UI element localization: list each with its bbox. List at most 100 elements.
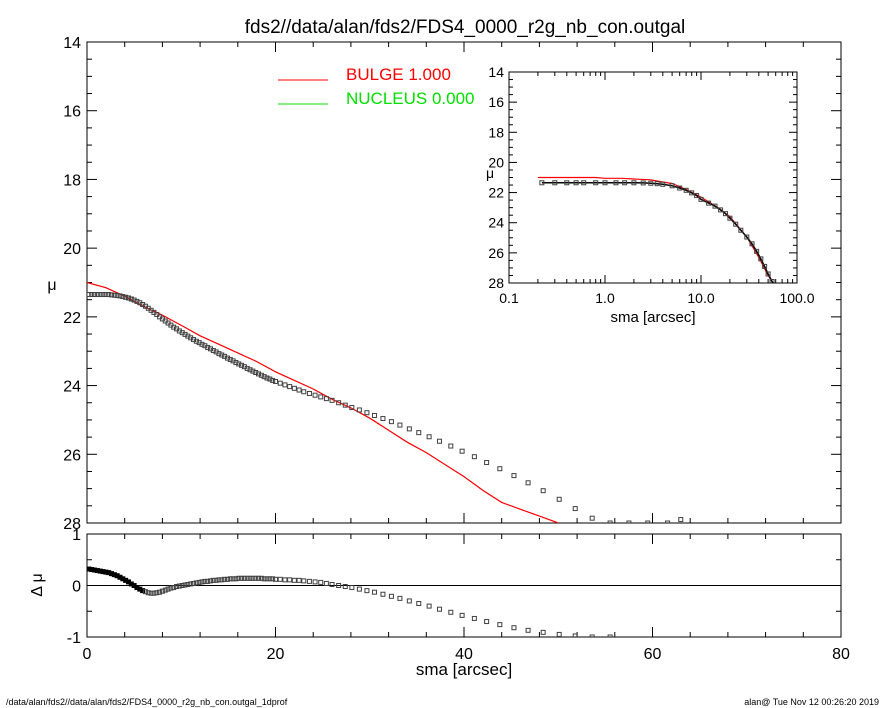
residual-point xyxy=(572,633,578,637)
residual-point xyxy=(282,577,288,583)
data-point xyxy=(224,355,230,361)
data-point xyxy=(210,348,216,354)
residual-y-tick-label: -1 xyxy=(67,630,81,647)
inset-data-point xyxy=(669,183,675,189)
inset-data-point xyxy=(581,180,587,186)
residual-point xyxy=(540,629,546,635)
inset-x-tick-label: 1.0 xyxy=(595,290,615,306)
residual-x-tick-label: 0 xyxy=(83,646,92,663)
residual-point xyxy=(416,601,422,607)
data-point xyxy=(92,292,98,298)
residual-point xyxy=(159,588,165,594)
inset-data-point xyxy=(660,181,666,187)
data-point xyxy=(380,416,386,422)
residual-point xyxy=(525,627,531,633)
inset-data-point xyxy=(758,256,764,262)
residual-x-axis-label: sma [arcsec] xyxy=(416,660,512,679)
inset-x-tick-label: 10.0 xyxy=(687,290,714,306)
residual-point xyxy=(205,578,211,584)
residual-point xyxy=(296,577,302,583)
data-point xyxy=(114,293,120,299)
residual-point xyxy=(224,576,230,582)
data-point xyxy=(264,375,270,381)
data-point xyxy=(318,394,324,400)
residual-point xyxy=(202,578,208,584)
data-point xyxy=(134,298,140,304)
data-point xyxy=(301,389,307,395)
residual-point xyxy=(267,576,273,582)
main-y-tick-label: 18 xyxy=(63,172,81,189)
residual-point xyxy=(270,576,276,582)
data-point xyxy=(239,362,245,368)
main-axis-ticks xyxy=(86,41,842,524)
residual-point xyxy=(210,577,216,583)
legend-bulge-label: BULGE 1.000 xyxy=(346,65,451,84)
main-y-axis-label: μ xyxy=(47,277,56,294)
inset-data-point xyxy=(727,215,733,221)
inset-y-tick-label: 14 xyxy=(488,64,504,80)
legend-nucleus-label: NUCLEUS 0.000 xyxy=(346,89,475,108)
residual-point xyxy=(329,581,335,587)
inset-data-point xyxy=(654,181,660,187)
residual-point xyxy=(182,582,188,588)
residual-point xyxy=(511,625,517,631)
inset-data-point xyxy=(718,207,724,213)
residual-point xyxy=(380,591,386,597)
residual-point xyxy=(484,619,490,625)
inset-data-point xyxy=(640,180,646,186)
inset-y-tick-label: 16 xyxy=(488,94,504,110)
residual-point xyxy=(312,579,318,585)
inset-y-tick-label: 18 xyxy=(488,124,504,140)
data-point xyxy=(267,376,273,382)
main-y-tick-label: 20 xyxy=(63,241,81,258)
data-point xyxy=(97,292,103,298)
inset-y-tick-label: 22 xyxy=(488,185,504,201)
data-point xyxy=(199,341,205,347)
residual-point xyxy=(171,585,177,591)
data-point xyxy=(89,292,95,298)
residual-point xyxy=(589,634,595,637)
inset-data-point xyxy=(683,187,689,193)
data-point xyxy=(406,426,412,432)
residual-point xyxy=(236,575,242,581)
footer-user-timestamp: alan@ Tue Nov 12 00:26:20 2019 xyxy=(744,697,879,707)
data-point xyxy=(448,443,454,449)
residual-x-tick-label: 20 xyxy=(267,646,285,663)
residual-point xyxy=(250,575,256,581)
main-y-tick-label: 14 xyxy=(63,35,81,52)
main-series-layer xyxy=(87,281,684,523)
residual-series-layer xyxy=(87,566,613,637)
data-point xyxy=(109,292,115,298)
inset-y-tick-label: 26 xyxy=(488,245,504,261)
data-point xyxy=(572,506,578,512)
data-point xyxy=(227,356,233,362)
residual-y-tick-labels: 1 0 -1 xyxy=(67,527,81,647)
residual-point xyxy=(364,588,370,594)
inset-x-axis-label: sma [arcsec] xyxy=(610,309,695,326)
inset-data-point xyxy=(738,227,744,233)
data-point xyxy=(261,374,267,380)
data-point xyxy=(273,378,278,384)
residual-point xyxy=(222,576,228,582)
residual-x-tick-label: 80 xyxy=(832,646,850,663)
residual-point xyxy=(213,577,219,583)
inset-data-point xyxy=(552,180,558,186)
residual-point xyxy=(157,589,163,595)
residual-point xyxy=(145,590,151,596)
residual-point xyxy=(318,579,324,585)
inset-data-point xyxy=(774,286,778,290)
inset-y-axis-label: μ xyxy=(486,165,494,181)
data-point xyxy=(128,296,134,302)
data-point xyxy=(253,370,259,376)
residual-point xyxy=(371,589,377,595)
residual-point xyxy=(607,634,613,637)
data-point xyxy=(94,292,100,298)
residual-point xyxy=(397,595,403,601)
data-point xyxy=(665,520,671,523)
residual-point xyxy=(258,575,264,581)
residual-point xyxy=(142,589,148,595)
data-point xyxy=(100,292,106,298)
data-point xyxy=(371,412,377,418)
data-point xyxy=(645,520,651,523)
residual-point xyxy=(426,603,432,609)
